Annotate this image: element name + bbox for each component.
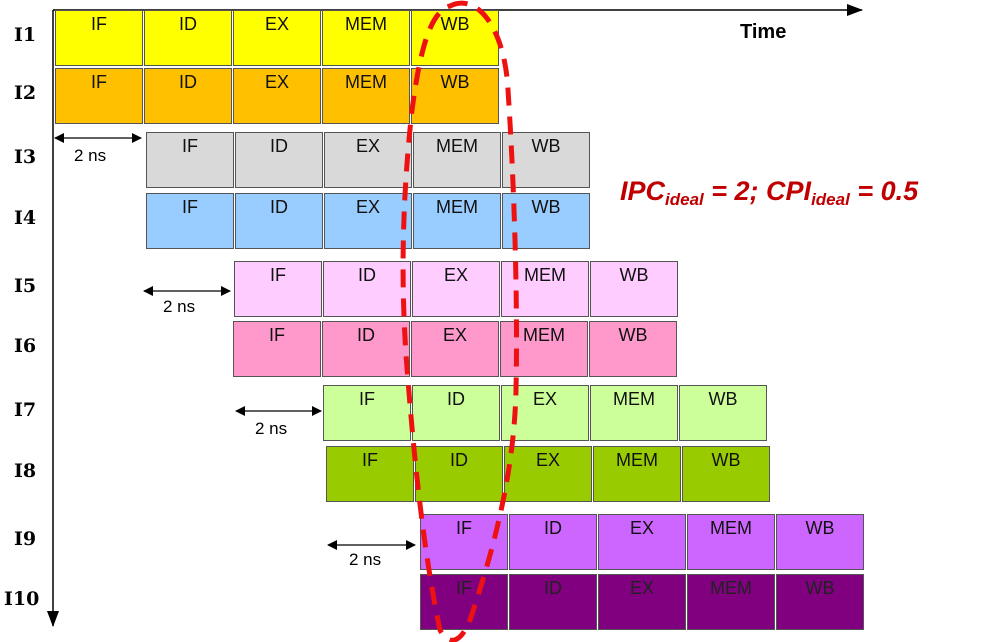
stage-cell-id: ID xyxy=(322,321,410,377)
cpi-value: = 0.5 xyxy=(849,176,919,206)
stage-cell-if: IF xyxy=(420,514,508,570)
stage-cell-mem: MEM xyxy=(590,385,678,441)
stage-cell-if: IF xyxy=(55,68,143,124)
stage-cell-mem: MEM xyxy=(322,68,410,124)
stage-cell-wb: WB xyxy=(679,385,767,441)
stage-cell-id: ID xyxy=(144,10,232,66)
stage-cell-mem: MEM xyxy=(687,514,775,570)
stage-cell-ex: EX xyxy=(501,385,589,441)
stage-cell-wb: WB xyxy=(776,514,864,570)
stage-cell-ex: EX xyxy=(324,132,412,188)
stage-cell-if: IF xyxy=(55,10,143,66)
time-axis-label: Time xyxy=(740,21,787,43)
stage-cell-mem: MEM xyxy=(593,446,681,502)
stage-cell-ex: EX xyxy=(412,261,500,317)
stage-cell-wb: WB xyxy=(411,68,499,124)
instruction-label: I4 xyxy=(14,207,37,229)
stage-cell-ex: EX xyxy=(598,574,686,630)
stage-cell-wb: WB xyxy=(411,10,499,66)
interval-label-1: 2 ns xyxy=(74,146,107,165)
stage-cell-wb: WB xyxy=(682,446,770,502)
instruction-label: I3 xyxy=(14,146,37,168)
stage-cell-id: ID xyxy=(415,446,503,502)
stage-cell-mem: MEM xyxy=(322,10,410,66)
stage-cell-ex: EX xyxy=(233,10,321,66)
stage-cell-ex: EX xyxy=(504,446,592,502)
instruction-label: I10 xyxy=(4,588,40,610)
cpi-subscript: ideal xyxy=(811,190,850,209)
instruction-label: I1 xyxy=(14,24,37,46)
interval-label-4: 2 ns xyxy=(349,550,382,569)
ipc-subscript: ideal xyxy=(665,190,704,209)
stage-cell-if: IF xyxy=(233,321,321,377)
instruction-label: I9 xyxy=(14,528,37,550)
instruction-label: I5 xyxy=(14,275,37,297)
stage-cell-wb: WB xyxy=(502,193,590,249)
ipc-cpi-formula: IPCideal = 2; CPIideal = 0.5 xyxy=(620,176,918,210)
instruction-label: I6 xyxy=(14,335,37,357)
stage-cell-id: ID xyxy=(235,193,323,249)
stage-cell-mem: MEM xyxy=(413,132,501,188)
stage-cell-ex: EX xyxy=(233,68,321,124)
stage-cell-if: IF xyxy=(234,261,322,317)
stage-cell-id: ID xyxy=(509,574,597,630)
stage-cell-id: ID xyxy=(323,261,411,317)
ipc-value: = 2; xyxy=(703,176,767,206)
stage-cell-wb: WB xyxy=(590,261,678,317)
instruction-label: I7 xyxy=(14,399,37,421)
stage-cell-ex: EX xyxy=(324,193,412,249)
stage-cell-if: IF xyxy=(420,574,508,630)
stage-cell-id: ID xyxy=(235,132,323,188)
ipc-text: IPC xyxy=(620,176,666,206)
stage-cell-mem: MEM xyxy=(413,193,501,249)
stage-cell-if: IF xyxy=(326,446,414,502)
stage-cell-wb: WB xyxy=(589,321,677,377)
stage-cell-mem: MEM xyxy=(500,321,588,377)
stage-cell-wb: WB xyxy=(502,132,590,188)
interval-label-2: 2 ns xyxy=(163,297,196,316)
stage-cell-id: ID xyxy=(144,68,232,124)
cpi-text: CPI xyxy=(766,176,812,206)
instruction-label: I8 xyxy=(14,460,37,482)
stage-cell-mem: MEM xyxy=(687,574,775,630)
stage-cell-if: IF xyxy=(323,385,411,441)
stage-cell-ex: EX xyxy=(598,514,686,570)
stage-cell-if: IF xyxy=(146,193,234,249)
instruction-label: I2 xyxy=(14,82,37,104)
stage-cell-wb: WB xyxy=(776,574,864,630)
stage-cell-ex: EX xyxy=(411,321,499,377)
stage-cell-mem: MEM xyxy=(501,261,589,317)
stage-cell-if: IF xyxy=(146,132,234,188)
stage-cell-id: ID xyxy=(509,514,597,570)
interval-label-3: 2 ns xyxy=(255,419,288,438)
stage-cell-id: ID xyxy=(412,385,500,441)
